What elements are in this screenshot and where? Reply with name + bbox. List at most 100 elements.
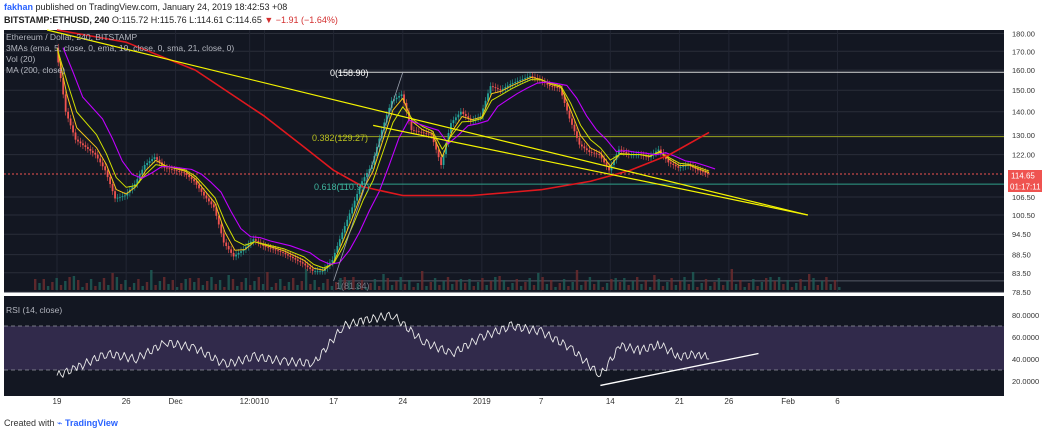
candle-body bbox=[694, 167, 697, 169]
candle-body bbox=[126, 192, 129, 196]
bar-countdown: 01:17:11 bbox=[1010, 183, 1041, 192]
volume-bar bbox=[399, 277, 402, 290]
rsi-pane[interactable] bbox=[4, 296, 1004, 396]
candle-body bbox=[82, 143, 84, 146]
time-tick-label[interactable]: 10 bbox=[260, 397, 269, 406]
time-tick-label[interactable]: Dec bbox=[168, 397, 182, 406]
volume-bar bbox=[481, 278, 484, 290]
candle-body bbox=[425, 133, 428, 134]
candle-body bbox=[272, 248, 275, 250]
volume-bar bbox=[227, 275, 230, 290]
candle-body bbox=[620, 149, 623, 151]
time-tick-label[interactable]: 2019 bbox=[473, 397, 491, 406]
volume-bar bbox=[777, 277, 781, 290]
volume-bar bbox=[352, 277, 355, 290]
chart-canvas[interactable]: Ethereum / Dollar, 240, BITSTAMP 3MAs (e… bbox=[0, 28, 1050, 412]
candle-body bbox=[590, 152, 593, 153]
time-tick-label[interactable]: 26 bbox=[724, 397, 733, 406]
candle-body bbox=[299, 260, 302, 263]
volume-bar bbox=[696, 287, 699, 290]
candle-body bbox=[91, 150, 94, 153]
volume-bar bbox=[59, 285, 63, 290]
price-tick-label: 160.00 bbox=[1012, 66, 1035, 75]
candle-body bbox=[669, 162, 672, 164]
volume-bar bbox=[593, 284, 596, 290]
candle-body bbox=[316, 270, 319, 272]
volume-bar bbox=[94, 286, 97, 290]
candle-body bbox=[124, 195, 126, 197]
volume-bar bbox=[107, 285, 110, 290]
volume-bar bbox=[296, 285, 299, 290]
candle-body bbox=[598, 153, 601, 155]
author-link[interactable]: fakhan bbox=[4, 2, 34, 12]
price-tick-label: 78.50 bbox=[1012, 288, 1031, 297]
candle-body bbox=[319, 270, 321, 272]
candle-body bbox=[571, 118, 573, 125]
candle-body bbox=[521, 79, 524, 81]
candle-body bbox=[141, 169, 144, 175]
candle-body bbox=[600, 154, 603, 159]
volume-bar bbox=[68, 277, 71, 290]
volume-bar bbox=[240, 282, 243, 290]
candle-body bbox=[89, 148, 92, 151]
candle-body bbox=[427, 133, 430, 135]
candle-body bbox=[252, 239, 255, 242]
candle-body bbox=[660, 149, 662, 153]
volume-bar bbox=[666, 282, 669, 290]
candle-body bbox=[583, 146, 586, 149]
candle-body bbox=[679, 166, 682, 168]
rsi-last-badge bbox=[1008, 353, 1042, 365]
candle-body bbox=[496, 88, 499, 90]
wedge-trendline[interactable] bbox=[46, 29, 809, 216]
volume-bar bbox=[515, 279, 518, 290]
time-tick-label[interactable]: 12:00 bbox=[240, 397, 261, 406]
volume-bar bbox=[356, 284, 359, 290]
candle-body bbox=[459, 111, 462, 115]
countdown-badge bbox=[1008, 181, 1042, 192]
candle-body bbox=[178, 171, 181, 172]
volume-bar bbox=[769, 277, 772, 290]
candle-body bbox=[442, 153, 445, 166]
candle-body bbox=[373, 155, 376, 166]
candle-body bbox=[366, 173, 368, 178]
volume-bar bbox=[249, 285, 252, 290]
volume-bar bbox=[610, 279, 613, 290]
candle-body bbox=[413, 130, 415, 131]
volume-bar bbox=[38, 283, 41, 290]
volume-bar bbox=[799, 279, 802, 290]
time-tick-label[interactable]: Feb bbox=[781, 397, 795, 406]
time-tick-label[interactable]: 7 bbox=[539, 397, 544, 406]
time-tick-label[interactable]: 21 bbox=[675, 397, 684, 406]
volume-bar bbox=[429, 282, 432, 290]
time-tick-label[interactable]: 26 bbox=[122, 397, 131, 406]
last-price-badge bbox=[1008, 170, 1042, 181]
time-tick-label[interactable]: 6 bbox=[835, 397, 840, 406]
candle-body bbox=[501, 88, 504, 91]
candle-body bbox=[235, 254, 237, 257]
volume-bar bbox=[717, 278, 721, 290]
volume-bar bbox=[102, 278, 106, 290]
time-tick-label[interactable]: 17 bbox=[329, 397, 338, 406]
candle-body bbox=[338, 239, 341, 246]
volume-bar bbox=[588, 277, 592, 290]
time-tick-label[interactable]: 14 bbox=[606, 397, 615, 406]
volume-bar bbox=[421, 271, 424, 290]
time-tick-label[interactable]: 19 bbox=[53, 397, 62, 406]
price-pane[interactable] bbox=[4, 29, 1004, 293]
volume-bar bbox=[545, 284, 549, 290]
volume-bar bbox=[790, 287, 794, 290]
volume-bar bbox=[171, 280, 174, 290]
rsi-trendline[interactable] bbox=[600, 352, 759, 387]
time-tick-label[interactable]: 24 bbox=[398, 397, 407, 406]
candle-body bbox=[257, 240, 260, 243]
volume-bar bbox=[631, 281, 635, 290]
candle-body bbox=[380, 130, 383, 139]
candle-body bbox=[101, 162, 104, 167]
tradingview-brand[interactable]: TradingView bbox=[64, 418, 118, 428]
price-tick-label: 88.50 bbox=[1012, 251, 1031, 260]
candle-body bbox=[173, 169, 176, 171]
candle-body bbox=[247, 244, 250, 247]
time-axis[interactable]: 19 26 Dec 12:00 10 17 24 2019 7 14 21 26 Feb 6 bbox=[53, 397, 841, 406]
wedge-trendline[interactable] bbox=[373, 124, 809, 216]
candle-body bbox=[237, 252, 240, 255]
